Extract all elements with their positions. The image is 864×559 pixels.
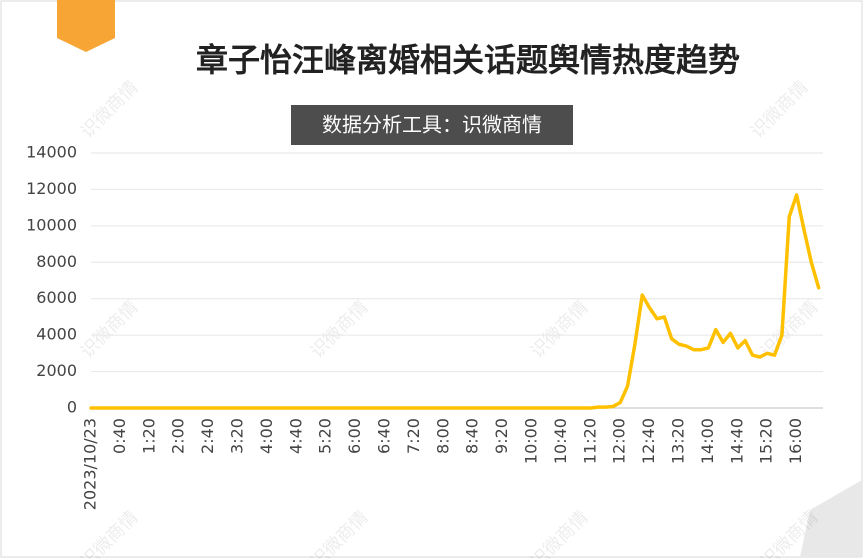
x-tick-label: 0:40 <box>110 418 129 454</box>
x-tick-label: 14:40 <box>727 418 746 464</box>
y-tick-label: 2000 <box>36 361 77 380</box>
y-tick-label: 4000 <box>36 325 77 344</box>
y-tick-label: 14000 <box>26 143 77 162</box>
subtitle-box <box>291 105 573 145</box>
x-tick-label: 11:20 <box>580 418 599 464</box>
x-tick-label: 2:40 <box>198 418 217 454</box>
x-tick-label: 7:20 <box>404 418 423 454</box>
x-tick-label: 5:20 <box>316 418 335 454</box>
x-tick-label: 12:00 <box>610 418 629 464</box>
x-tick-label: 13:20 <box>669 418 688 464</box>
x-tick-label: 4:40 <box>286 418 305 454</box>
page-fold <box>800 480 862 557</box>
x-tick-label: 2023/10/23 <box>81 418 100 510</box>
x-tick-label: 8:00 <box>433 418 452 454</box>
x-tick-label: 6:00 <box>345 418 364 454</box>
y-tick-label: 8000 <box>36 252 77 271</box>
x-tick-label: 14:00 <box>698 418 717 464</box>
y-tick-label: 10000 <box>26 215 77 234</box>
chart-title: 章子怡汪峰离婚相关话题舆情热度趋势 <box>196 41 740 79</box>
x-tick-label: 6:40 <box>375 418 394 454</box>
x-tick-label: 10:40 <box>551 418 570 464</box>
y-tick-label: 12000 <box>26 179 77 198</box>
x-tick-label: 15:20 <box>757 418 776 464</box>
y-tick-label: 6000 <box>36 288 77 307</box>
series-line <box>89 193 821 410</box>
x-tick-label: 4:00 <box>257 418 276 454</box>
y-tick-label: 0 <box>67 398 77 417</box>
x-tick-label: 8:40 <box>463 418 482 454</box>
x-tick-label: 9:20 <box>492 418 511 454</box>
x-tick-label: 12:40 <box>639 418 658 464</box>
x-tick-label: 3:20 <box>228 418 247 454</box>
subtitle: 数据分析工具：识微商情 <box>322 113 542 137</box>
x-tick-label: 1:20 <box>139 418 158 454</box>
x-tick-label: 16:00 <box>786 418 805 464</box>
ribbon <box>57 0 115 52</box>
x-tick-label: 2:00 <box>169 418 188 454</box>
x-tick-label: 10:00 <box>522 418 541 464</box>
